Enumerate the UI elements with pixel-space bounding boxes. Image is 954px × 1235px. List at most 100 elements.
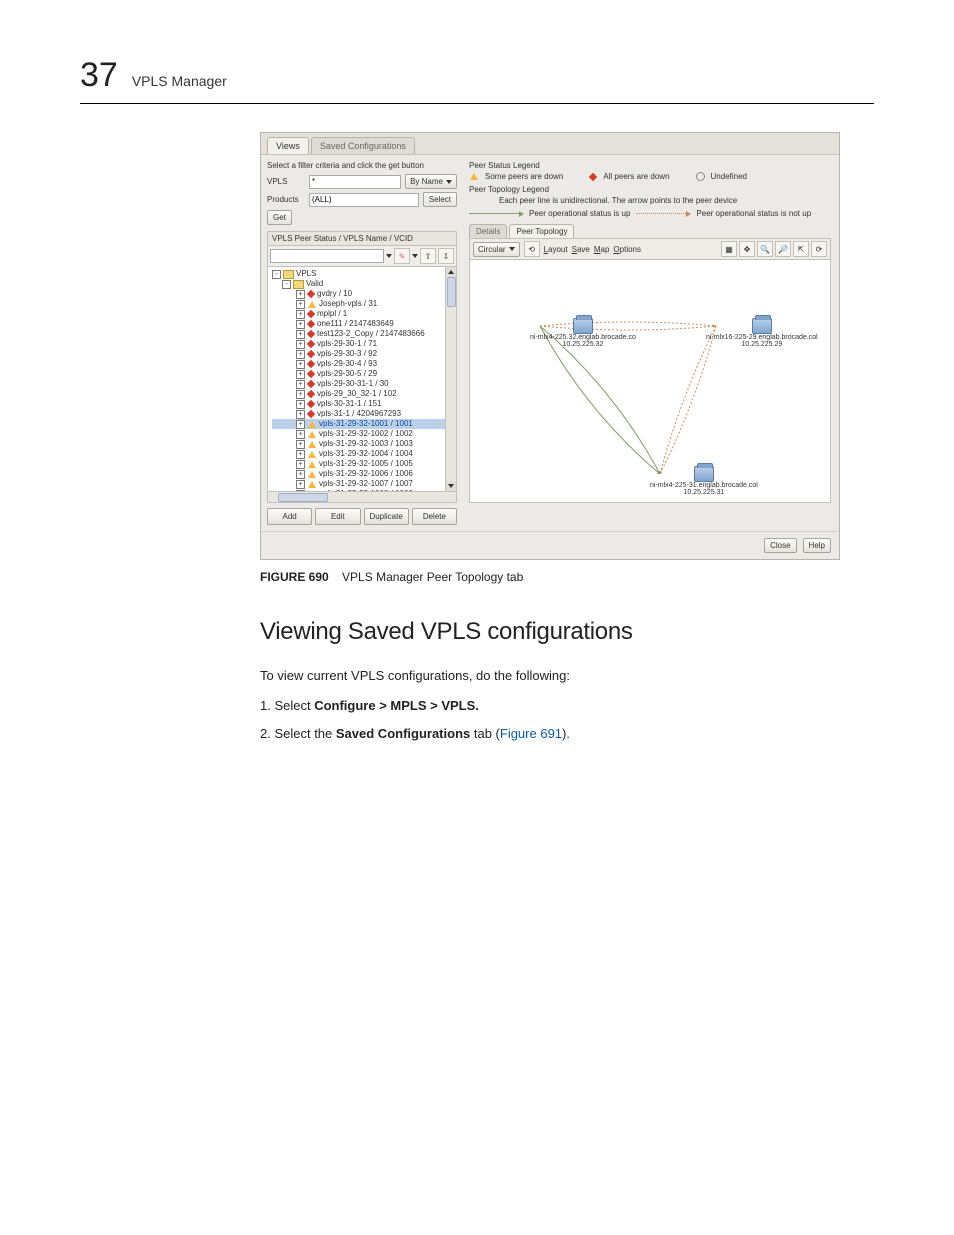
expand-icon[interactable]: +	[296, 460, 305, 469]
some-down-label: Some peers are down	[485, 172, 563, 181]
section-title: Viewing Saved VPLS configurations	[260, 618, 874, 646]
products-input[interactable]	[309, 193, 419, 207]
all-down-icon	[307, 390, 315, 398]
expand-icon[interactable]: +	[296, 470, 305, 479]
all-down-icon	[307, 350, 315, 358]
expand-icon[interactable]: +	[296, 360, 305, 369]
topology-canvas[interactable]: ni-mlx4-225.32.englab.brocade.co10.25.22…	[469, 260, 831, 503]
all-down-icon	[307, 370, 315, 378]
zoom-in-icon[interactable]: 🔍	[757, 241, 773, 257]
vertical-scrollbar[interactable]	[445, 267, 456, 491]
expand-icon[interactable]: +	[296, 420, 305, 429]
expand-icon[interactable]: +	[296, 450, 305, 459]
tree-item[interactable]: + vpls-31-29-32-1006 / 1006	[272, 469, 454, 479]
all-down-icon	[307, 410, 315, 418]
expand-icon[interactable]: +	[296, 380, 305, 389]
add-button[interactable]: Add	[267, 508, 312, 525]
toolbar-dropdown2-icon[interactable]	[412, 254, 418, 258]
warn-icon	[308, 441, 316, 448]
menu-save[interactable]: Save	[572, 245, 590, 254]
tree-item-label: vpls-29-30-4 / 93	[317, 359, 377, 369]
tree-item[interactable]: +Joseph-vpls / 31	[272, 299, 454, 309]
close-button[interactable]: Close	[764, 538, 796, 553]
menu-layout[interactable]: Layout	[544, 245, 568, 254]
expand-icon[interactable]: +	[296, 320, 305, 329]
tree-item[interactable]: + vpls-31-29-32-1005 / 1005	[272, 459, 454, 469]
zoom-out-icon[interactable]: 🔎	[775, 241, 791, 257]
expand-icon[interactable]: +	[296, 350, 305, 359]
topology-node[interactable]: ni-mlx4-225.32.englab.brocade.co10.25.22…	[530, 318, 636, 348]
get-button[interactable]: Get	[267, 210, 292, 225]
expand-icon[interactable]: -	[282, 280, 291, 289]
expand-icon[interactable]: +	[296, 480, 305, 489]
export-icon[interactable]: ⇱	[793, 241, 809, 257]
tab-views[interactable]: Views	[267, 137, 309, 154]
tree-item[interactable]: +mplpl / 1	[272, 309, 454, 319]
tree-item-label: vpls-31-29-32-1006 / 1006	[319, 469, 413, 479]
byname-dropdown[interactable]: By Name	[405, 174, 457, 189]
menu-options[interactable]: Options	[613, 245, 641, 254]
expand-icon[interactable]: +	[296, 290, 305, 299]
edit-button[interactable]: Edit	[315, 508, 360, 525]
menu-map[interactable]: Map	[594, 245, 610, 254]
tree-item[interactable]: +one111 / 2147483649	[272, 319, 454, 329]
tree-item[interactable]: +vpls-29-30-1 / 71	[272, 339, 454, 349]
expand-icon[interactable]: +	[296, 370, 305, 379]
topology-node[interactable]: ni-mlx4-225-31.englab.brocade.col10.25.2…	[650, 466, 758, 496]
all-down-icon	[307, 310, 315, 318]
tree-item[interactable]: +test123-2_Copy / 2147483666	[272, 329, 454, 339]
tree-item[interactable]: + vpls-29-30-4 / 93	[272, 359, 454, 369]
expand-icon[interactable]: +	[296, 300, 305, 309]
expand-icon[interactable]: +	[296, 390, 305, 399]
tree-item[interactable]: +gvdry / 10	[272, 289, 454, 299]
move-icon[interactable]: ✥	[739, 241, 755, 257]
tree-item[interactable]: +vpls-29-30-5 / 29	[272, 369, 454, 379]
horizontal-scrollbar[interactable]	[267, 492, 457, 503]
all-down-icon	[589, 172, 597, 180]
vpls-tree[interactable]: -VPLS -Valid +gvdry / 10+Joseph-vpls / 3…	[267, 267, 457, 492]
refresh-icon[interactable]: ⟳	[811, 241, 827, 257]
folder-icon	[283, 270, 294, 279]
tree-item[interactable]: +vpls-31-29-32-1003 / 1003	[272, 439, 454, 449]
filter-hint: Select a filter criteria and click the g…	[267, 161, 457, 170]
apply-layout-icon[interactable]: ⟲	[524, 241, 540, 257]
tree-item[interactable]: +vpls-31-29-32-1002 / 1002	[272, 429, 454, 439]
expand-icon[interactable]: +	[296, 440, 305, 449]
expand-icon[interactable]: +	[296, 310, 305, 319]
expand-icon[interactable]: +	[296, 410, 305, 419]
tree-item[interactable]: +vpls-31-29-32-1004 / 1004	[272, 449, 454, 459]
tree-item[interactable]: +vpls-30-31-1 / 151	[272, 399, 454, 409]
expand-icon[interactable]: +	[296, 430, 305, 439]
tool-down-icon[interactable]: ⇩	[438, 248, 454, 264]
tree-item[interactable]: +vpls-29-30-31-1 / 30	[272, 379, 454, 389]
step-1: 1. Select Configure > MPLS > VPLS.	[260, 698, 874, 713]
duplicate-button[interactable]: Duplicate	[364, 508, 409, 525]
tree-item[interactable]: +vpls-31-29-32-1007 / 1007	[272, 479, 454, 489]
tree-item[interactable]: +vpls-29_30_32-1 / 102	[272, 389, 454, 399]
tree-item[interactable]: +vpls-31-1 / 4204967293	[272, 409, 454, 419]
peer-topo-legend-title: Peer Topology Legend	[469, 185, 831, 194]
node-label: ni-mlx16-225-29.englab.brocade.col	[706, 334, 818, 341]
device-icon	[573, 318, 593, 334]
layout-type-dropdown[interactable]: Circular	[473, 242, 520, 257]
expand-icon[interactable]: +	[296, 330, 305, 339]
tab-peer-topology[interactable]: Peer Topology	[509, 224, 574, 238]
tool-up-icon[interactable]: ⇧	[420, 248, 436, 264]
tab-details[interactable]: Details	[469, 224, 507, 238]
topology-node[interactable]: ni-mlx16-225-29.englab.brocade.col10.25.…	[706, 318, 818, 348]
vpls-input[interactable]	[309, 175, 401, 189]
delete-button[interactable]: Delete	[412, 508, 457, 525]
tree-item[interactable]: +vpls-29-30-3 / 92	[272, 349, 454, 359]
fit-icon[interactable]: ▦	[721, 241, 737, 257]
toolbar-dropdown-icon[interactable]	[386, 254, 392, 258]
tool-brush-icon[interactable]: ✎	[394, 248, 410, 264]
tab-saved-configs[interactable]: Saved Configurations	[311, 137, 415, 154]
tree-item-label: vpls-31-29-32-1005 / 1005	[319, 459, 413, 469]
expand-icon[interactable]: +	[296, 400, 305, 409]
expand-icon[interactable]: -	[272, 270, 281, 279]
tree-item[interactable]: +vpls-31-29-32-1001 / 1001	[272, 419, 454, 429]
help-button[interactable]: Help	[803, 538, 831, 553]
select-button[interactable]: Select	[423, 192, 457, 207]
figure-link[interactable]: Figure 691	[500, 726, 562, 741]
expand-icon[interactable]: +	[296, 340, 305, 349]
